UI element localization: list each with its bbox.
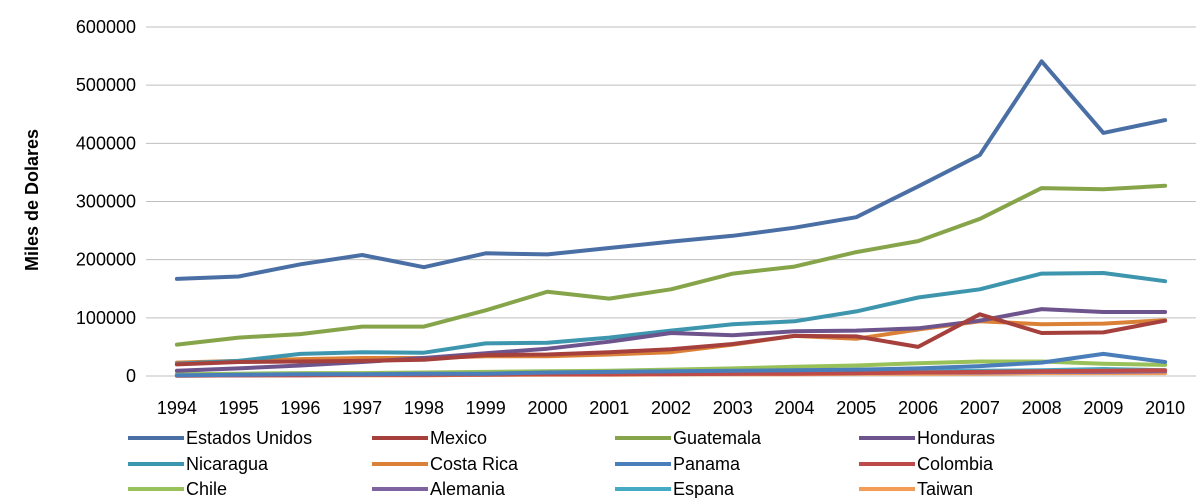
legend-item: Chile bbox=[128, 479, 227, 498]
y-tick-label: 600000 bbox=[76, 17, 136, 37]
x-tick-label: 2000 bbox=[527, 398, 567, 418]
legend-label: Chile bbox=[186, 479, 227, 498]
y-tick-label: 300000 bbox=[76, 192, 136, 212]
legend-label: Nicaragua bbox=[186, 454, 269, 474]
x-tick-label: 1995 bbox=[219, 398, 259, 418]
legend-item: Taiwan bbox=[859, 479, 973, 498]
x-tick-label: 1999 bbox=[466, 398, 506, 418]
legend-item: Espana bbox=[615, 479, 735, 498]
legend-label: Estados Unidos bbox=[186, 428, 312, 448]
y-axis-label: Miles de Dolares bbox=[22, 129, 42, 271]
y-tick-label: 400000 bbox=[76, 133, 136, 153]
y-axis-ticks: 0 100000 200000 300000 400000 500000 600000 bbox=[76, 17, 136, 386]
legend-label: Taiwan bbox=[917, 479, 973, 498]
x-tick-label: 2007 bbox=[960, 398, 1000, 418]
series-line-honduras bbox=[174, 307, 1168, 373]
x-tick-label: 1997 bbox=[342, 398, 382, 418]
legend-item: Estados Unidos bbox=[128, 428, 312, 448]
legend-item: Guatemala bbox=[615, 428, 762, 448]
x-tick-label: 2001 bbox=[589, 398, 629, 418]
legend-label: Panama bbox=[673, 454, 741, 474]
x-tick-label: 1998 bbox=[404, 398, 444, 418]
y-tick-label: 100000 bbox=[76, 308, 136, 328]
legend-label: Espana bbox=[673, 479, 735, 498]
x-tick-label: 2003 bbox=[713, 398, 753, 418]
x-tick-label: 2002 bbox=[651, 398, 691, 418]
legend-item: Mexico bbox=[372, 428, 487, 448]
y-tick-label: 200000 bbox=[76, 250, 136, 270]
series-line-guatemala bbox=[174, 183, 1168, 347]
series-line-mexico bbox=[174, 312, 1168, 367]
legend-label: Guatemala bbox=[673, 428, 762, 448]
series-line-panama bbox=[174, 351, 1168, 378]
x-tick-label: 2004 bbox=[775, 398, 815, 418]
x-tick-label: 1994 bbox=[157, 398, 197, 418]
x-tick-label: 1996 bbox=[280, 398, 320, 418]
legend-item: Panama bbox=[615, 454, 741, 474]
x-tick-label: 2009 bbox=[1083, 398, 1123, 418]
series-line-nicaragua bbox=[174, 271, 1168, 366]
legend-item: Honduras bbox=[859, 428, 995, 448]
y-tick-label: 500000 bbox=[76, 75, 136, 95]
legend-label: Honduras bbox=[917, 428, 995, 448]
x-tick-label: 2006 bbox=[898, 398, 938, 418]
x-tick-label: 2010 bbox=[1145, 398, 1185, 418]
legend-item: Alemania bbox=[372, 479, 506, 498]
legend: Estados Unidos Mexico Guatemala Honduras Nic… bbox=[128, 428, 995, 498]
x-tick-label: 2005 bbox=[836, 398, 876, 418]
series-line-estados-unidos bbox=[174, 59, 1168, 281]
legend-label: Colombia bbox=[917, 454, 994, 474]
legend-label: Mexico bbox=[430, 428, 487, 448]
y-tick-label: 0 bbox=[126, 366, 136, 386]
legend-item: Costa Rica bbox=[372, 454, 519, 474]
legend-label: Costa Rica bbox=[430, 454, 519, 474]
legend-label: Alemania bbox=[430, 479, 506, 498]
x-tick-label: 2008 bbox=[1022, 398, 1062, 418]
legend-item: Colombia bbox=[859, 454, 994, 474]
series-lines bbox=[174, 59, 1168, 378]
legend-item: Nicaragua bbox=[128, 454, 269, 474]
x-axis-ticks: 1994 1995 1996 1997 1998 1999 2000 2001 2002 2003… bbox=[157, 398, 1185, 418]
